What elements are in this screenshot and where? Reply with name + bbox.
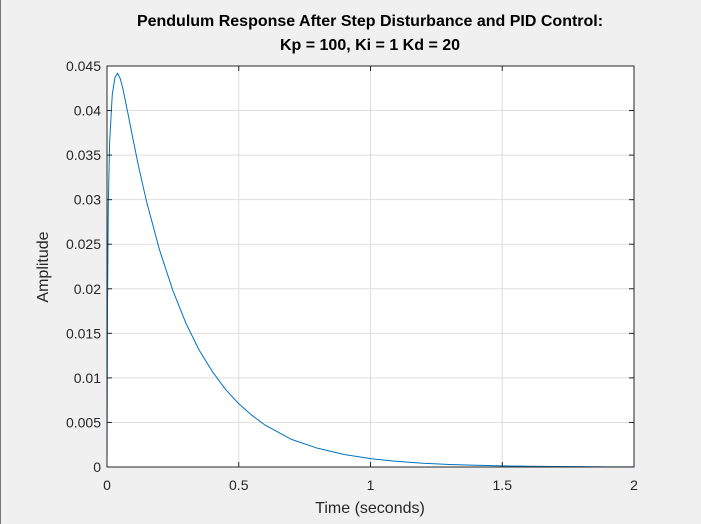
window-left-edge [0,0,1,524]
y-tick-label: 0.02 [74,281,101,297]
y-tick-label: 0.025 [66,236,101,252]
chart-title-line-2: Kp = 100, Ki = 1 Kd = 20 [280,37,460,54]
x-tick-label: 0.5 [229,477,249,493]
y-tick-label: 0.015 [66,325,101,341]
x-axis-label: Time (seconds) [315,500,425,517]
tick-layer: 0 0.5 1 1.5 2 0 0.005 0.01 0.015 0.02 0.025 0.03 0.0… [66,58,638,493]
series-line-0 [106,72,635,468]
grid-layer [107,66,634,467]
series-layer [106,72,635,468]
y-tick-label: 0.01 [74,370,101,386]
x-tick-label: 1.5 [493,477,513,493]
y-axis-label: Amplitude [35,231,52,302]
x-tick-label: 1 [367,477,375,493]
x-tick-label: 0 [103,477,111,493]
y-tick-label: 0.03 [74,192,101,208]
chart-title-line-1: Pendulum Response After Step Disturbance… [137,13,603,30]
y-tick-label: 0.035 [66,147,101,163]
y-tick-label: 0.005 [66,414,101,430]
x-tick-label: 2 [630,477,638,493]
y-tick-label: 0.045 [66,58,101,74]
y-tick-label: 0.04 [74,103,101,119]
y-tick-label: 0 [93,459,101,475]
